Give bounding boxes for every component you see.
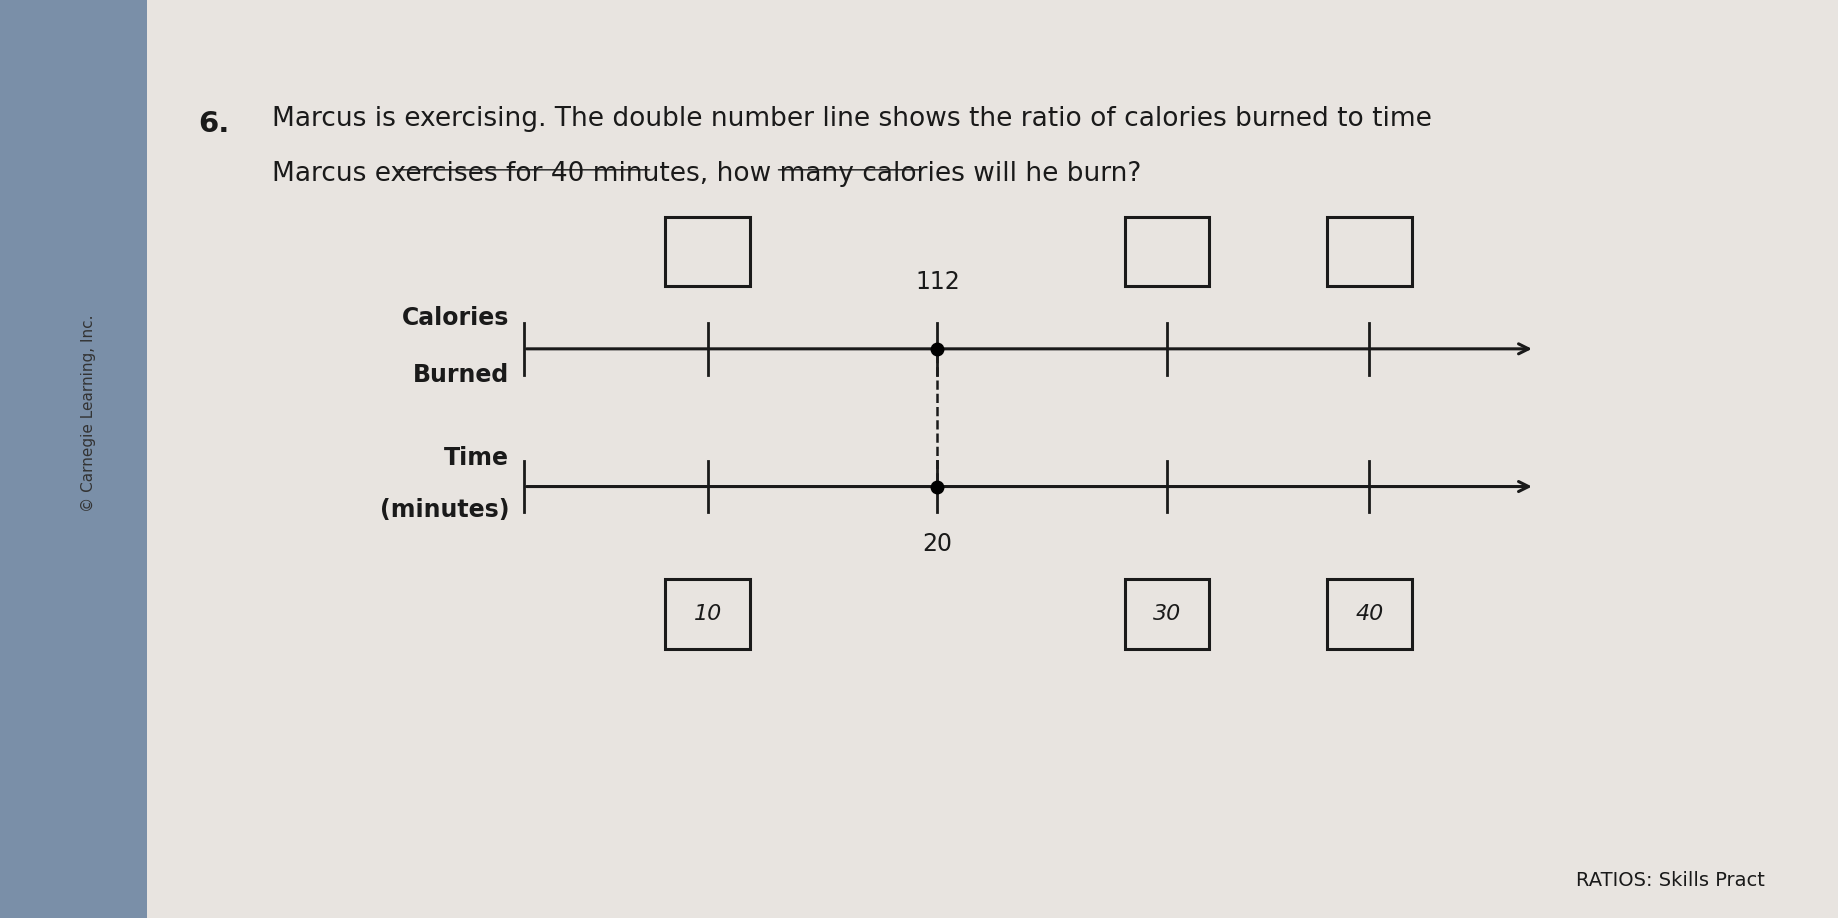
- Text: Burned: Burned: [414, 363, 509, 386]
- Text: Marcus exercises for 40 minutes, how many calories will he burn?: Marcus exercises for 40 minutes, how man…: [272, 161, 1141, 186]
- Text: 20: 20: [923, 532, 952, 556]
- Text: 6.: 6.: [199, 110, 230, 139]
- Text: © Carnegie Learning, Inc.: © Carnegie Learning, Inc.: [81, 314, 96, 512]
- Text: 112: 112: [915, 270, 959, 294]
- Text: Time: Time: [445, 446, 509, 470]
- Text: 30: 30: [1152, 604, 1182, 624]
- Text: 40: 40: [1355, 604, 1384, 624]
- Text: RATIOS: Skills Pract: RATIOS: Skills Pract: [1575, 871, 1764, 890]
- Text: (minutes): (minutes): [380, 498, 509, 521]
- Text: 10: 10: [693, 604, 722, 624]
- Text: Calories: Calories: [403, 307, 509, 330]
- Text: Marcus is exercising. The double number line shows the ratio of calories burned : Marcus is exercising. The double number …: [272, 106, 1432, 131]
